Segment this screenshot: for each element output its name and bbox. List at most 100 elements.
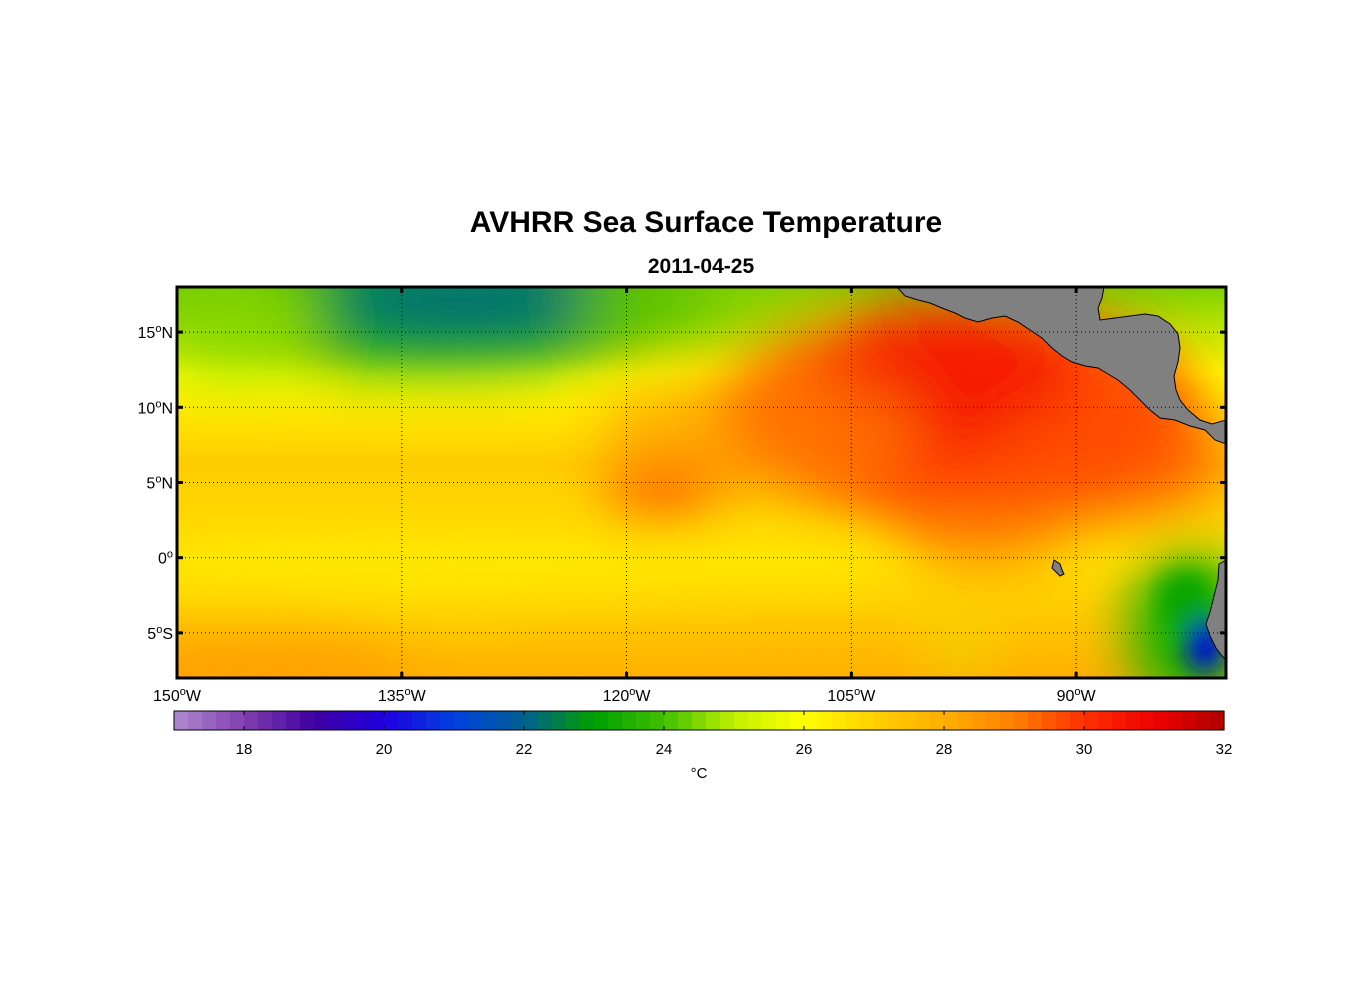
colorbar-swatch — [552, 711, 567, 730]
colorbar-swatch — [384, 711, 399, 730]
colorbar-swatch — [958, 711, 973, 730]
lon-tick-label: 150oW — [153, 686, 202, 705]
colorbar-swatch — [902, 711, 917, 730]
colorbar-swatch — [594, 711, 609, 730]
graticule — [176, 287, 1226, 678]
colorbar-swatch — [370, 711, 385, 730]
sst-anomalies — [177, 287, 1226, 678]
colorbar-tick-label: 32 — [1216, 741, 1233, 758]
colorbar-swatch — [342, 711, 357, 730]
colorbar-swatch — [1070, 711, 1085, 730]
colorbar-swatch — [538, 711, 553, 730]
colorbar-swatch — [748, 711, 763, 730]
colorbar-swatch — [972, 711, 987, 730]
colorbar-swatch — [776, 711, 791, 730]
colorbar-tick-label: 22 — [516, 741, 533, 758]
colorbar-swatch — [440, 711, 455, 730]
colorbar-swatch — [510, 711, 525, 730]
colorbar-swatch — [272, 711, 287, 730]
colorbar-swatch — [174, 711, 189, 730]
colorbar-swatch — [1084, 711, 1099, 730]
colorbar-tick-label: 20 — [376, 741, 393, 758]
colorbar-swatch — [314, 711, 329, 730]
colorbar-swatch — [846, 711, 861, 730]
map-axes: 15oN 10oN 5oN 0o 5oS 150oW 135oW 120oW 105oW 90oW — [138, 287, 1226, 705]
colorbar-swatch — [398, 711, 413, 730]
lon-tick-label: 105oW — [827, 686, 876, 705]
colorbar-swatch — [832, 711, 847, 730]
colorbar-swatch — [692, 711, 707, 730]
colorbar-swatch — [790, 711, 805, 730]
colorbar-swatch — [1140, 711, 1155, 730]
colorbar-swatch — [1182, 711, 1197, 730]
colorbar-swatch — [356, 711, 371, 730]
colorbar-swatch — [608, 711, 623, 730]
colorbar-frame — [173, 710, 1225, 731]
colorbar-swatch — [580, 711, 595, 730]
lat-tick-label: 15oN — [138, 323, 173, 342]
colorbar-swatch — [412, 711, 427, 730]
lon-tick-label: 90oW — [1057, 686, 1097, 705]
colorbar-swatch — [188, 711, 203, 730]
colorbar-swatch — [636, 711, 651, 730]
sst-field — [177, 287, 1226, 678]
land-south-america — [1205, 559, 1226, 661]
colorbar-swatch — [720, 711, 735, 730]
colorbar-tick-label: 28 — [936, 741, 953, 758]
colorbar-swatch — [1000, 711, 1015, 730]
colorbar-swatch — [216, 711, 231, 730]
colorbar-swatch — [426, 711, 441, 730]
colorbar-swatch — [804, 711, 819, 730]
colorbar-swatch — [328, 711, 343, 730]
lon-tick-label: 120oW — [603, 686, 652, 705]
colorbar-swatch — [1028, 711, 1043, 730]
land-galapagos — [1051, 559, 1065, 577]
colorbar-swatch — [916, 711, 931, 730]
lat-tick-label: 0o — [158, 549, 173, 568]
colorbar-swatch — [818, 711, 833, 730]
colorbar-swatch — [454, 711, 469, 730]
colorbar-swatch — [482, 711, 497, 730]
land-central-america — [896, 287, 1226, 445]
colorbar-swatch — [678, 711, 693, 730]
colorbar-swatch — [202, 711, 217, 730]
lat-tick-label: 5oN — [146, 474, 173, 493]
colorbar-swatch — [496, 711, 511, 730]
colorbar-swatch — [734, 711, 749, 730]
lat-tick-label: 5oS — [147, 624, 173, 643]
colorbar-swatch — [1098, 711, 1113, 730]
lat-tick-label: 10oN — [138, 398, 173, 417]
colorbar-swatch — [622, 711, 637, 730]
colorbar: 18 20 22 24 26 28 30 32 °C — [173, 710, 1233, 782]
figure-title: AVHRR Sea Surface Temperature — [469, 206, 943, 239]
colorbar-swatch — [888, 711, 903, 730]
colorbar-swatch — [524, 711, 539, 730]
figure-subtitle: 2011-04-25 — [647, 255, 755, 278]
colorbar-swatch — [300, 711, 315, 730]
lon-tick-label: 135oW — [378, 686, 427, 705]
colorbar-swatch — [874, 711, 889, 730]
colorbar-swatch — [986, 711, 1001, 730]
colorbar-swatch — [1056, 711, 1071, 730]
colorbar-swatch — [258, 711, 273, 730]
colorbar-swatch — [230, 711, 245, 730]
colorbar-swatch — [1196, 711, 1211, 730]
colorbar-swatch — [1014, 711, 1029, 730]
colorbar-swatch — [1112, 711, 1127, 730]
colorbar-swatch — [944, 711, 959, 730]
colorbar-swatch — [650, 711, 665, 730]
colorbar-swatch — [1042, 711, 1057, 730]
colorbar-tick-label: 18 — [236, 741, 253, 758]
colorbar-tick-label: 24 — [656, 741, 673, 758]
colorbar-swatch — [706, 711, 721, 730]
colorbar-swatch — [1126, 711, 1141, 730]
colorbar-swatch — [1154, 711, 1169, 730]
colorbar-swatch — [762, 711, 777, 730]
colorbar-swatch — [244, 711, 259, 730]
colorbar-swatch — [930, 711, 945, 730]
colorbar-swatch — [286, 711, 301, 730]
colorbar-tick-label: 26 — [796, 741, 813, 758]
colorbar-swatch — [566, 711, 581, 730]
